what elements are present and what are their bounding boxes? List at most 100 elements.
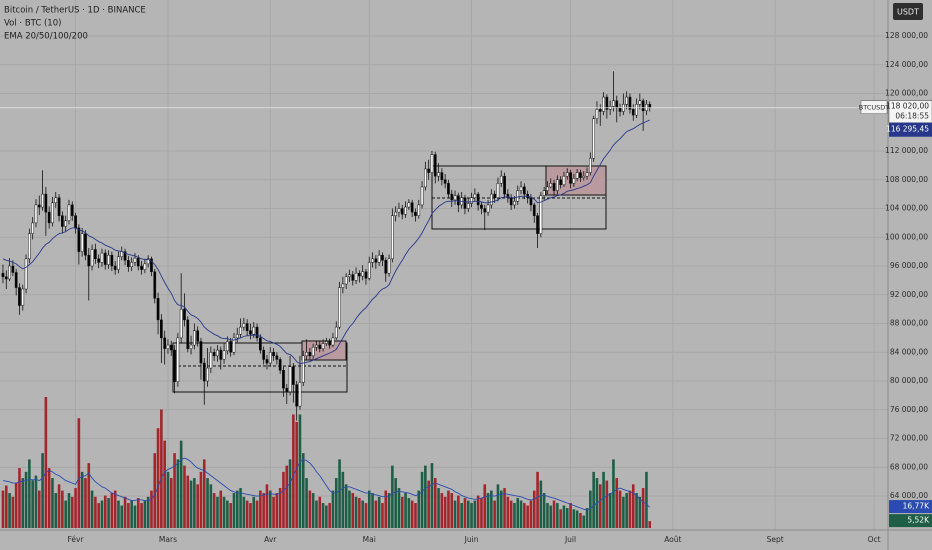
currency-button[interactable] (893, 3, 923, 20)
candle-body (592, 118, 595, 159)
candle-body (440, 172, 444, 181)
candle-body (589, 157, 592, 173)
candle-body (127, 260, 130, 267)
volume-bar (100, 500, 104, 528)
volume-bar (420, 471, 424, 528)
y-tick-label: 80 000,00 (890, 376, 928, 385)
candle-body (315, 344, 318, 348)
candle-body (490, 193, 493, 206)
volume-bar (97, 503, 100, 528)
volume-bar (480, 498, 483, 528)
volume-bar (275, 493, 279, 528)
candle-body (579, 172, 582, 178)
candle-body (598, 109, 602, 112)
volume-bar (229, 503, 232, 528)
candle-body (430, 154, 434, 173)
candle-body (615, 100, 619, 109)
volume-bar (14, 483, 18, 528)
volume-bar (298, 414, 302, 528)
volume-bar (463, 498, 467, 528)
volume-bar (503, 488, 506, 528)
volume-bar (414, 503, 417, 528)
x-tick-label: Oct (868, 535, 881, 544)
candle-body (156, 298, 160, 321)
candle-body (351, 274, 355, 281)
candle-body (222, 350, 226, 360)
candle-body (51, 202, 54, 224)
volume-bar (146, 496, 150, 528)
y-tick-label: 76 000,00 (890, 405, 928, 414)
candle-body (387, 258, 391, 274)
candle-body (226, 341, 229, 352)
y-tick-label: 64 000,00 (890, 491, 928, 500)
volume-bar (645, 471, 648, 528)
volume-bar (466, 500, 470, 528)
volume-bar (506, 496, 510, 528)
candle-body (8, 265, 11, 280)
candle-body (602, 96, 605, 112)
candle-body (638, 100, 642, 105)
volume-bar (523, 503, 526, 528)
volume-bar (453, 500, 457, 528)
candle-body (160, 319, 163, 339)
x-tick-label: Août (664, 535, 681, 544)
volume-bar (311, 493, 315, 528)
candle-body (268, 352, 272, 364)
volume-bar (4, 485, 8, 528)
candle-body (123, 251, 127, 261)
volume-bar (579, 513, 582, 528)
volume-bar (622, 496, 625, 528)
symbol-tag (860, 100, 888, 114)
candle-body (391, 215, 394, 260)
y-tick-label: 108 000,00 (885, 175, 928, 184)
volume-bar (569, 503, 572, 528)
candle-body (150, 258, 153, 273)
candle-body (117, 256, 120, 270)
volume-bar (242, 496, 246, 528)
volume-bar (110, 493, 114, 528)
candle-body (539, 195, 543, 234)
currency-label[interactable]: USDT (897, 8, 919, 17)
candle-body (44, 193, 48, 213)
price-pane (0, 71, 888, 421)
candle-body (74, 215, 77, 229)
candle-body (499, 175, 503, 184)
volume-bar (377, 496, 381, 528)
candle-body (493, 193, 497, 198)
last-price-label: 118 020,00 (886, 102, 929, 111)
candle-body (371, 258, 374, 263)
volume-bar (166, 471, 170, 528)
candle-body (612, 100, 615, 107)
volume-bar (424, 465, 427, 528)
volume-bar (140, 503, 143, 528)
volume-last-label: 5,52K (907, 516, 930, 525)
x-tick-label: Févr (68, 535, 85, 544)
candle-body (466, 203, 470, 209)
volume-bar (57, 484, 61, 528)
volume-bar (222, 496, 226, 528)
volume-bar (394, 478, 397, 528)
x-tick-label: Mars (159, 535, 177, 544)
volume-bar (77, 418, 81, 528)
volume-bar (589, 490, 592, 528)
y-tick-label: 68 000,00 (890, 462, 928, 471)
x-tick-label: Sept (767, 535, 784, 544)
volume-bar (153, 453, 157, 528)
volume-bar (410, 500, 414, 528)
volume-bar (189, 480, 193, 528)
volume-bar (516, 498, 520, 528)
volume-bar (183, 465, 186, 528)
candle-body (252, 326, 256, 335)
candle-body (572, 178, 576, 184)
volume-bar (37, 490, 41, 528)
volume-bar (169, 478, 173, 528)
x-tick-label: Mai (363, 535, 376, 544)
volume-bar (440, 493, 444, 528)
candle-body (582, 175, 586, 178)
volume-bar (305, 478, 308, 528)
volume-bar (460, 503, 463, 528)
candle-body (354, 272, 358, 281)
volume-bar (34, 475, 38, 528)
candle-body (140, 265, 143, 270)
